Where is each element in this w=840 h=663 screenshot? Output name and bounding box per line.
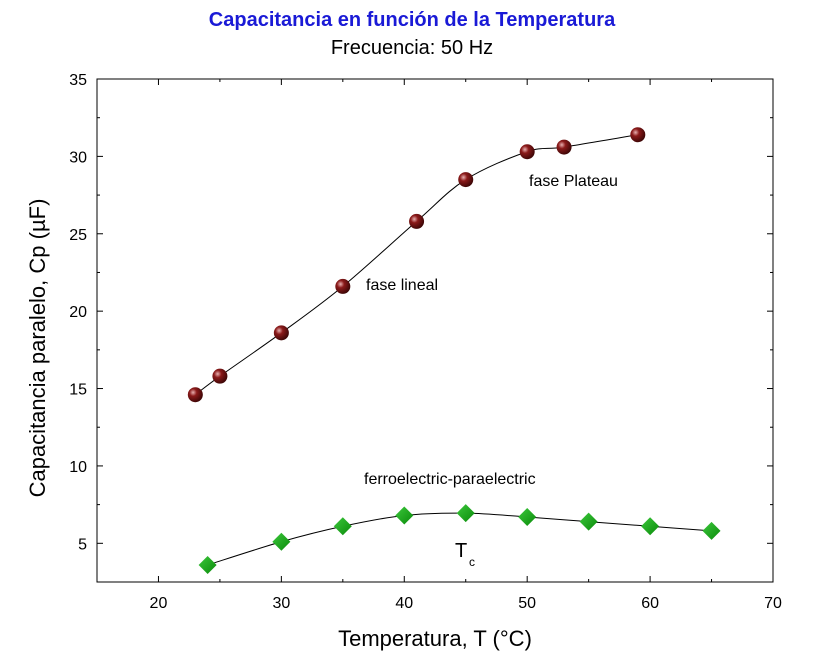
x-tick-label: 40 xyxy=(395,595,413,612)
data-point-sphere xyxy=(187,387,203,403)
data-point-sphere xyxy=(409,213,425,229)
series-curves xyxy=(195,134,712,566)
x-tick-label: 60 xyxy=(641,595,659,612)
data-point-diamond xyxy=(272,532,291,551)
data-point-sphere xyxy=(556,139,572,155)
chart-subtitle: Frecuencia: 50 Hz xyxy=(331,37,493,59)
annotation-tc-subscript: c xyxy=(469,555,475,569)
annotation-transition: ferroelectric-paraelectric xyxy=(364,471,536,488)
x-tick-label: 50 xyxy=(518,595,536,612)
y-tick-label: 20 xyxy=(69,304,87,321)
series-markers xyxy=(187,127,721,574)
y-tick-label: 30 xyxy=(69,149,87,166)
data-point-diamond xyxy=(333,517,352,536)
x-tick-label: 20 xyxy=(150,595,168,612)
data-point-diamond xyxy=(702,521,721,540)
data-point-sphere xyxy=(212,368,228,384)
y-tick-label: 35 xyxy=(69,72,87,89)
data-point-sphere xyxy=(630,127,646,143)
data-point-sphere xyxy=(519,144,535,160)
data-point-diamond xyxy=(395,506,414,525)
annotation-plateau: fase Plateau xyxy=(529,173,618,190)
annotation-tc: T xyxy=(455,540,467,562)
y-tick-label: 5 xyxy=(78,536,87,553)
x-tick-label: 70 xyxy=(764,595,782,612)
data-point-diamond xyxy=(198,555,217,574)
y-tick-label: 15 xyxy=(69,382,87,399)
chart-title: Capacitancia en función de la Temperatur… xyxy=(209,9,616,31)
axis-ticks: 20 30 40 50 60 70 5 10 15 20 25 30 35 xyxy=(69,72,782,612)
x-axis-title: Temperatura, T (°C) xyxy=(338,626,532,651)
y-tick-label: 10 xyxy=(69,459,87,476)
plot-frame xyxy=(96,78,774,583)
data-point-sphere xyxy=(335,278,351,294)
data-point-diamond xyxy=(518,507,537,526)
data-point-sphere xyxy=(458,172,474,188)
y-tick-label: 25 xyxy=(69,227,87,244)
data-point-diamond xyxy=(579,512,598,531)
x-tick-label: 30 xyxy=(272,595,290,612)
y-axis-title: Capacitancia paralelo, Cp (µF) xyxy=(25,199,50,498)
annotation-lineal: fase lineal xyxy=(366,277,438,294)
data-point-diamond xyxy=(456,504,475,523)
data-point-diamond xyxy=(641,517,660,536)
data-point-sphere xyxy=(273,325,289,341)
